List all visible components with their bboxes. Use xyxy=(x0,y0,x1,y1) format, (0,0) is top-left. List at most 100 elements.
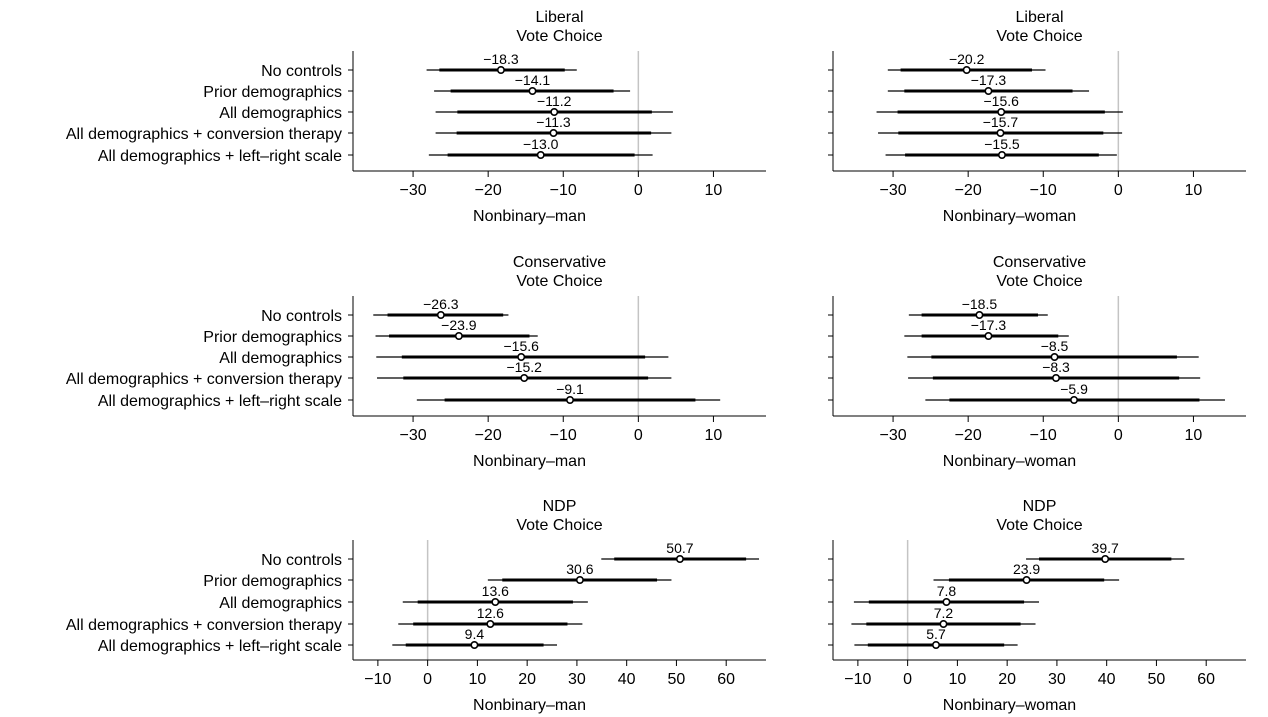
x-tick-label: 10 xyxy=(468,671,486,688)
point-estimate xyxy=(1052,373,1061,382)
estimate-value-label: −18.5 xyxy=(962,296,998,312)
point-estimate xyxy=(486,619,495,628)
point-estimate xyxy=(520,373,529,382)
point-estimate xyxy=(1022,575,1031,584)
point-estimate xyxy=(1070,395,1079,404)
point-estimate xyxy=(550,108,559,117)
estimate-value-label: −15.7 xyxy=(983,114,1019,130)
point-estimate xyxy=(975,310,984,319)
panel-title-line: NDP xyxy=(543,498,577,515)
estimate-value-label: −17.3 xyxy=(971,72,1007,88)
panel-title-line: Vote Choice xyxy=(516,28,602,45)
point-estimate xyxy=(1101,554,1110,563)
x-tick-label: 20 xyxy=(518,671,536,688)
estimate-value-label: −9.1 xyxy=(556,381,584,397)
row-label: Prior demographics xyxy=(203,84,342,101)
x-axis-label: Nonbinary–man xyxy=(473,453,586,470)
row-label: All demographics + left–right scale xyxy=(98,393,342,410)
x-tick-label: 0 xyxy=(1114,427,1123,444)
point-estimate xyxy=(436,310,445,319)
row-label: No controls xyxy=(261,552,342,569)
x-tick-label: 10 xyxy=(948,671,966,688)
x-tick-label: 50 xyxy=(1148,671,1166,688)
x-tick-label: 20 xyxy=(998,671,1016,688)
panel-title-line: Vote Choice xyxy=(996,517,1082,534)
row-label: All demographics + conversion therapy xyxy=(66,371,342,388)
x-tick-label: −30 xyxy=(400,427,427,444)
point-estimate xyxy=(575,575,584,584)
x-tick-label: 60 xyxy=(1197,671,1215,688)
panel-3: Conservative Vote Choice No controls Prior … xyxy=(66,254,766,470)
estimate-value-label: −20.2 xyxy=(949,51,985,67)
estimate-value-label: 50.7 xyxy=(666,540,693,556)
panel-title-line: Conservative xyxy=(993,254,1086,271)
row-label: All demographics + conversion therapy xyxy=(66,617,342,634)
row-label: All demographics xyxy=(219,595,342,612)
point-estimate xyxy=(1050,352,1059,361)
estimate-value-label: 7.2 xyxy=(934,605,954,621)
estimate-value-label: 12.6 xyxy=(477,605,504,621)
point-estimate xyxy=(517,352,526,361)
point-estimate xyxy=(454,331,463,340)
estimate-value-label: −11.3 xyxy=(536,114,571,130)
x-tick-label: −10 xyxy=(364,671,391,688)
point-estimate xyxy=(496,66,505,75)
estimate-value-label: −15.5 xyxy=(984,136,1020,152)
estimate-value-label: 30.6 xyxy=(566,561,593,577)
x-tick-label: 30 xyxy=(1048,671,1066,688)
x-axis-label: Nonbinary–man xyxy=(473,208,586,225)
x-tick-label: 0 xyxy=(1114,182,1123,199)
point-estimate xyxy=(549,129,558,138)
x-tick-label: −10 xyxy=(1030,182,1057,199)
x-tick-label: 10 xyxy=(1185,182,1203,199)
estimate-value-label: −8.3 xyxy=(1042,359,1070,375)
row-label: All demographics + conversion therapy xyxy=(66,126,342,143)
estimate-value-label: −13.0 xyxy=(523,136,559,152)
panel-6: NDP Vote Choice −10 0 10 20 30 40 50 60 Nonbinary–… xyxy=(828,498,1246,714)
point-estimate xyxy=(997,108,1006,117)
point-estimate xyxy=(536,151,545,160)
row-label: All demographics + left–right scale xyxy=(98,148,342,165)
estimate-value-label: 9.4 xyxy=(465,626,485,642)
point-estimate xyxy=(997,151,1006,160)
point-estimate xyxy=(470,640,479,649)
row-label: All demographics xyxy=(219,105,342,122)
panel-title-line: Vote Choice xyxy=(996,28,1082,45)
x-tick-label: −10 xyxy=(1030,427,1057,444)
x-tick-label: 10 xyxy=(705,427,723,444)
panel-title-line: Liberal xyxy=(535,9,583,26)
point-estimate xyxy=(984,331,993,340)
x-tick-label: 40 xyxy=(1098,671,1116,688)
x-tick-label: 50 xyxy=(668,671,686,688)
row-label: Prior demographics xyxy=(203,329,342,346)
x-tick-label: −20 xyxy=(475,182,502,199)
row-label: Prior demographics xyxy=(203,573,342,590)
x-tick-label: −10 xyxy=(550,182,577,199)
x-tick-label: 10 xyxy=(705,182,723,199)
x-tick-label: 0 xyxy=(423,671,432,688)
x-tick-label: −10 xyxy=(844,671,871,688)
row-label: No controls xyxy=(261,308,342,325)
estimate-value-label: −15.6 xyxy=(503,338,539,354)
panel-title-line: NDP xyxy=(1023,498,1057,515)
estimate-value-label: −23.9 xyxy=(441,317,477,333)
x-axis-label: Nonbinary–woman xyxy=(943,208,1076,225)
point-estimate xyxy=(566,395,575,404)
x-tick-label: 10 xyxy=(1185,427,1203,444)
estimate-value-label: 13.6 xyxy=(482,583,509,599)
row-label: All demographics xyxy=(219,350,342,367)
estimate-value-label: 23.9 xyxy=(1013,561,1040,577)
estimate-value-label: 5.7 xyxy=(926,626,946,642)
panel-2: Liberal Vote Choice −30 −20 −10 0 10 Nonbinary–… xyxy=(828,9,1246,225)
point-estimate xyxy=(942,597,951,606)
estimate-value-label: −18.3 xyxy=(483,51,519,67)
point-estimate xyxy=(996,129,1005,138)
x-tick-label: 0 xyxy=(903,671,912,688)
point-estimate xyxy=(491,597,500,606)
point-estimate xyxy=(675,554,684,563)
point-estimate xyxy=(932,640,941,649)
x-tick-label: 30 xyxy=(568,671,586,688)
panel-title-line: Vote Choice xyxy=(996,273,1082,290)
x-axis-label: Nonbinary–man xyxy=(473,697,586,714)
